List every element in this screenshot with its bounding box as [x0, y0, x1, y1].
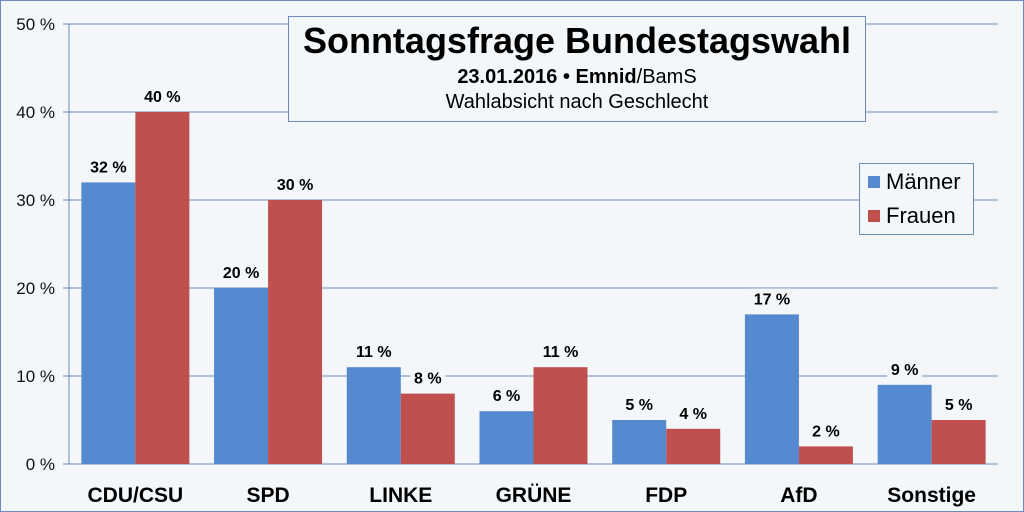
- bar-maenner: [612, 420, 667, 464]
- data-label-bg: [887, 358, 923, 379]
- chart-subtitle: 23.01.2016 • Emnid/BamS: [289, 64, 865, 90]
- bar-frauen: [400, 393, 455, 464]
- subtitle-institute: Emnid: [575, 66, 637, 88]
- data-label-bg: [621, 394, 657, 414]
- y-tick-label: 50 %: [16, 15, 55, 34]
- data-label-bg: [219, 262, 264, 282]
- y-tick-label: 30 %: [16, 191, 55, 210]
- data-label-maenner: 11 %: [356, 344, 392, 361]
- bar-frauen: [666, 428, 721, 464]
- bar-frauen: [931, 420, 986, 464]
- data-label-bg: [410, 367, 446, 388]
- bar-maenner: [877, 384, 932, 464]
- data-label-maenner: 32 %: [90, 159, 126, 176]
- data-label-frauen: 5 %: [945, 397, 973, 414]
- x-tick-label: Sonstige: [887, 484, 976, 507]
- data-label-bg: [351, 341, 396, 362]
- x-tick-label: CDU/CSU: [88, 484, 184, 507]
- data-label-bg: [749, 288, 794, 309]
- legend-label-frauen: Frauen: [886, 203, 956, 228]
- subtitle-date: 23.01.2016 •: [457, 66, 570, 88]
- legend: Männer Frauen: [859, 163, 974, 235]
- data-label-frauen: 30 %: [277, 177, 313, 194]
- y-tick-label: 0 %: [26, 455, 55, 474]
- bar-maenner: [214, 288, 269, 464]
- subtitle-source: /BamS: [636, 66, 697, 88]
- data-label-maenner: 20 %: [223, 265, 259, 282]
- x-tick-label: GRÜNE: [496, 484, 572, 507]
- data-label-bg: [140, 86, 185, 106]
- data-label-maenner: 9 %: [891, 362, 919, 379]
- data-label-bg: [808, 420, 844, 441]
- data-label-maenner: 5 %: [625, 397, 653, 414]
- bar-frauen: [268, 200, 323, 464]
- legend-item-frauen: Frauen: [868, 201, 956, 231]
- data-label-frauen: 2 %: [812, 423, 840, 440]
- x-tick-label: FDP: [645, 484, 687, 507]
- x-tick-label: SPD: [246, 484, 289, 507]
- x-tick-label: LINKE: [369, 484, 432, 507]
- bar-frauen: [533, 367, 588, 464]
- x-tick-label: AfD: [780, 484, 817, 507]
- bar-maenner: [346, 367, 401, 464]
- data-label-frauen: 11 %: [543, 344, 579, 361]
- bar-frauen: [798, 446, 853, 464]
- legend-item-maenner: Männer: [868, 167, 961, 197]
- legend-swatch-maenner: [868, 176, 880, 188]
- data-label-maenner: 6 %: [493, 388, 521, 405]
- bar-frauen: [135, 112, 190, 464]
- title-box: Sonntagsfrage Bundestagswahl 23.01.2016 …: [288, 16, 866, 122]
- chart-title: Sonntagsfrage Bundestagswahl: [302, 20, 852, 61]
- data-label-bg: [273, 174, 318, 194]
- data-label-bg: [489, 385, 524, 406]
- y-tick-label: 40 %: [16, 103, 55, 122]
- data-label-frauen: 8 %: [414, 371, 442, 388]
- y-tick-label: 20 %: [16, 279, 55, 298]
- bar-maenner: [744, 314, 799, 464]
- bar-maenner: [81, 182, 136, 464]
- data-label-frauen: 4 %: [679, 406, 707, 423]
- data-label-bg: [675, 402, 711, 423]
- bar-maenner: [479, 411, 534, 464]
- y-tick-label: 10 %: [16, 367, 55, 386]
- data-label-bg: [86, 156, 131, 177]
- legend-swatch-frauen: [868, 210, 880, 222]
- data-label-maenner: 17 %: [754, 291, 790, 308]
- chart-subtitle-2: Wahlabsicht nach Geschlecht: [445, 91, 709, 113]
- data-label-bg: [941, 394, 977, 414]
- legend-label-maenner: Männer: [886, 169, 961, 194]
- data-label-frauen: 40 %: [144, 89, 180, 106]
- data-label-bg: [538, 341, 583, 362]
